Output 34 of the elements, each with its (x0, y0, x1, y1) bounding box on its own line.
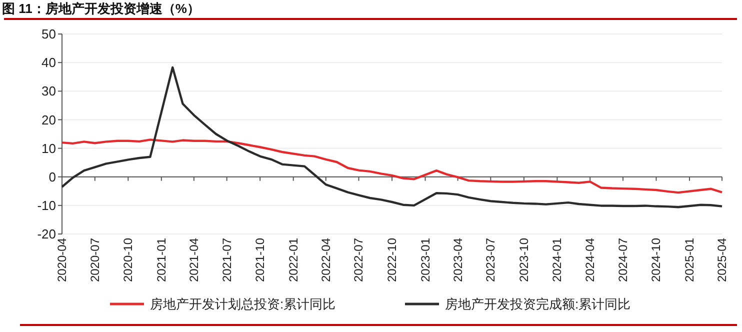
line-series (60, 138, 724, 194)
y-tick-label: 0 (48, 169, 56, 184)
x-tick-label: 2024-10 (649, 238, 664, 282)
x-tick-label: 2023-04 (450, 238, 465, 282)
x-tick-label: 2021-10 (253, 238, 268, 282)
y-tick-label: -10 (37, 198, 56, 213)
line-series (60, 66, 724, 208)
x-tick-label: 2023-10 (516, 238, 531, 282)
chart-title: 图 11：房地产开发投资增速（%） (2, 1, 200, 16)
y-tick-label: 30 (42, 84, 56, 99)
x-tick-label: 2025-04 (715, 238, 729, 282)
y-tick-label: -20 (37, 226, 56, 242)
x-tick-label: 2020-07 (88, 238, 102, 282)
x-tick-label: 2021-07 (220, 238, 234, 282)
x-tick-label: 2022-10 (385, 238, 399, 282)
x-tick-label: 2020-04 (55, 238, 69, 282)
y-tick-label: 20 (42, 112, 56, 128)
x-tick-label: 2023-01 (418, 238, 432, 282)
x-tick-label: 2022-07 (352, 238, 366, 282)
legend-label: 房地产开发投资完成额:累计同比 (445, 296, 631, 312)
y-tick-label: 40 (42, 55, 56, 70)
x-tick-label: 2021-01 (154, 238, 168, 282)
x-tick-label: 2024-04 (583, 238, 598, 282)
x-tick-label: 2022-01 (286, 238, 300, 282)
x-tick-label: 2020-10 (121, 238, 136, 282)
x-tick-label: 2024-07 (616, 238, 630, 282)
x-tick-label: 2022-04 (318, 238, 333, 282)
x-tick-label: 2024-01 (550, 238, 564, 282)
x-tick-label: 2021-04 (186, 238, 201, 282)
y-tick-label: 10 (42, 140, 56, 156)
x-tick-label: 2023-07 (484, 238, 498, 282)
legend-label: 房地产开发计划总投资:累计同比 (150, 296, 336, 312)
y-tick-label: 50 (42, 26, 56, 42)
x-tick-label: 2025-01 (682, 238, 696, 282)
